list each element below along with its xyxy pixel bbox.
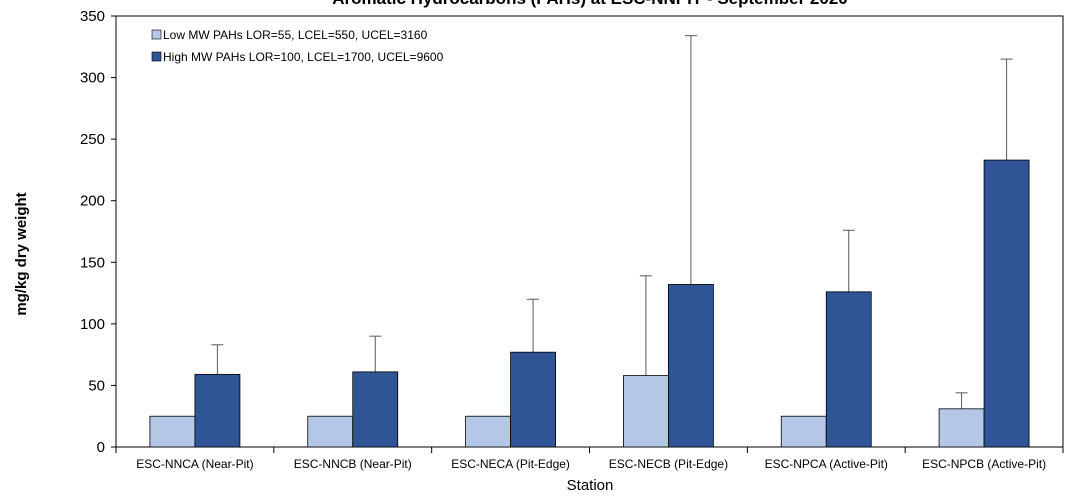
bar	[352, 371, 399, 448]
x-tick-label: ESC-NNCA (Near-Pit)	[136, 457, 253, 471]
bar	[194, 373, 241, 448]
y-tick-label: 200	[80, 193, 105, 210]
x-tick-label: ESC-NPCA (Active-Pit)	[765, 457, 888, 471]
bar	[149, 415, 196, 448]
error-bars	[211, 35, 1013, 409]
y-tick-label: 0	[97, 439, 105, 456]
legend-swatch	[151, 29, 162, 40]
bar	[510, 351, 556, 448]
y-tick-label: 150	[80, 254, 105, 271]
bar	[623, 375, 669, 448]
y-tick-label: 250	[80, 131, 105, 148]
y-axis-title: mg/kg dry weight	[13, 192, 30, 315]
y-tick-label: 100	[80, 316, 105, 333]
x-tick-label: ESC-NECB (Pit-Edge)	[609, 457, 728, 471]
bar	[983, 159, 1030, 448]
plot-area	[115, 15, 1064, 448]
x-axis-title: Station	[567, 477, 614, 494]
plot-border	[115, 15, 1064, 448]
bar	[465, 415, 511, 448]
x-tick-label: ESC-NPCB (Active-Pit)	[922, 457, 1046, 471]
bar	[780, 415, 827, 448]
y-tick-label: 50	[88, 377, 105, 394]
y-tick-label: 350	[80, 8, 105, 25]
bar	[825, 291, 872, 448]
y-axis: 0 50 100 150 200 250 300 350	[80, 8, 116, 456]
legend-label: High MW PAHs LOR=100, LCEL=1700, UCEL=96…	[163, 50, 444, 64]
legend: Low MW PAHs LOR=55, LCEL=550, UCEL=3160 H…	[151, 28, 444, 64]
x-axis: ESC-NNCA (Near-Pit) ESC-NNCB (Near-Pit) ES…	[115, 447, 1064, 471]
legend-swatch	[151, 51, 162, 62]
bars	[149, 159, 1030, 448]
bar	[307, 415, 354, 448]
x-tick-label: ESC-NNCB (Near-Pit)	[294, 457, 412, 471]
legend-label: Low MW PAHs LOR=55, LCEL=550, UCEL=3160	[163, 28, 428, 42]
x-tick-label: ESC-NECA (Pit-Edge)	[451, 457, 570, 471]
bar	[938, 408, 985, 448]
chart-title: Aromatic Hydrocarbons (PAHs) at ESC-NNPI…	[332, 0, 847, 8]
bar	[668, 284, 714, 448]
y-tick-label: 300	[80, 70, 105, 87]
